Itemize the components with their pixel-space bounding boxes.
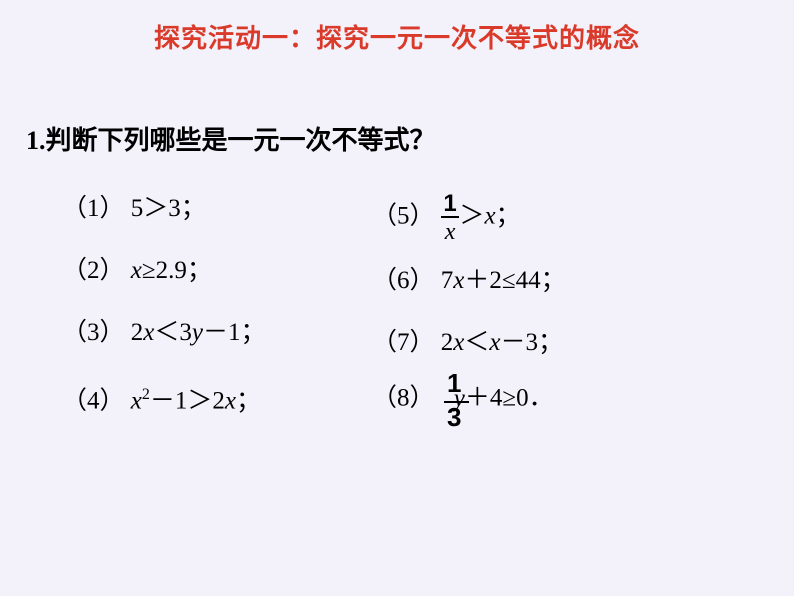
item-7-label: （7） [372,329,435,356]
item-3-mid: ＜3 [154,319,192,346]
item-4: （4） x2－1＞2x； [62,378,266,418]
item-4-x: x [131,387,142,414]
item-5-num: 1 [441,192,460,216]
item-6-x: x [453,267,464,294]
item-2-x: x [131,257,142,284]
item-6: （6） 7x＋2≤44； [372,264,566,298]
item-6-label: （6） [372,267,435,294]
item-6-tail: ＋2≤44； [464,267,565,294]
item-8: （8） 1 3 y＋4≥0． [372,370,566,430]
item-5-x: x [484,203,495,230]
column-right: （5） 1 x ＞x； （6） 7x＋2≤44； （7） 2x＜x－3； （8）… [372,192,566,458]
item-2-tail: ≥2.9； [142,257,212,284]
item-8-tail: ＋4≥0． [465,385,554,412]
item-1-expr: 5＞3； [131,195,206,222]
item-5-label: （5） [372,203,435,230]
column-left: （1） 5＞3； （2） x≥2.9； （3） 2x＜3y－1； （4） x2－… [62,192,266,446]
item-2: （2） x≥2.9； [62,254,266,288]
item-7-tail: －3； [501,329,564,356]
item-3-y: y [192,319,203,346]
item-5-den: x [445,219,456,245]
item-7-lhs: 2 [441,329,454,356]
item-2-label: （2） [62,257,125,284]
item-8-y: y [454,382,465,416]
item-7: （7） 2x＜x－3； [372,326,566,360]
item-6-lhs: 7 [441,267,454,294]
question-text: 1.判断下列哪些是一元一次不等式？ [26,120,436,157]
item-3-x: x [143,319,154,346]
activity-title: 探究活动一：探究一元一次不等式的概念 [0,18,794,55]
item-1-label: （1） [62,195,125,222]
item-4-x2: x [225,387,236,414]
item-8-label: （8） [372,385,435,412]
item-4-mid: －1＞2 [150,387,225,414]
item-5-tail: ； [496,203,521,230]
item-4-label: （4） [62,387,125,414]
item-1: （1） 5＞3； [62,192,266,226]
item-3-tail: －1； [203,319,266,346]
item-7-mid: ＜ [464,329,489,356]
item-5: （5） 1 x ＞x； [372,192,566,244]
item-7-x2: x [489,329,500,356]
item-5-gt: ＞ [459,203,484,230]
item-3-lhs: 2 [131,319,144,346]
item-3-label: （3） [62,319,125,346]
item-4-tail: ； [236,387,261,414]
item-4-sup: 2 [142,386,150,403]
item-5-fraction: 1 x [441,192,460,244]
item-3: （3） 2x＜3y－1； [62,316,266,350]
item-7-x: x [453,329,464,356]
